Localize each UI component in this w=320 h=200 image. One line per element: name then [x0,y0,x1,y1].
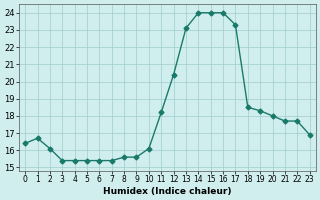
X-axis label: Humidex (Indice chaleur): Humidex (Indice chaleur) [103,187,232,196]
